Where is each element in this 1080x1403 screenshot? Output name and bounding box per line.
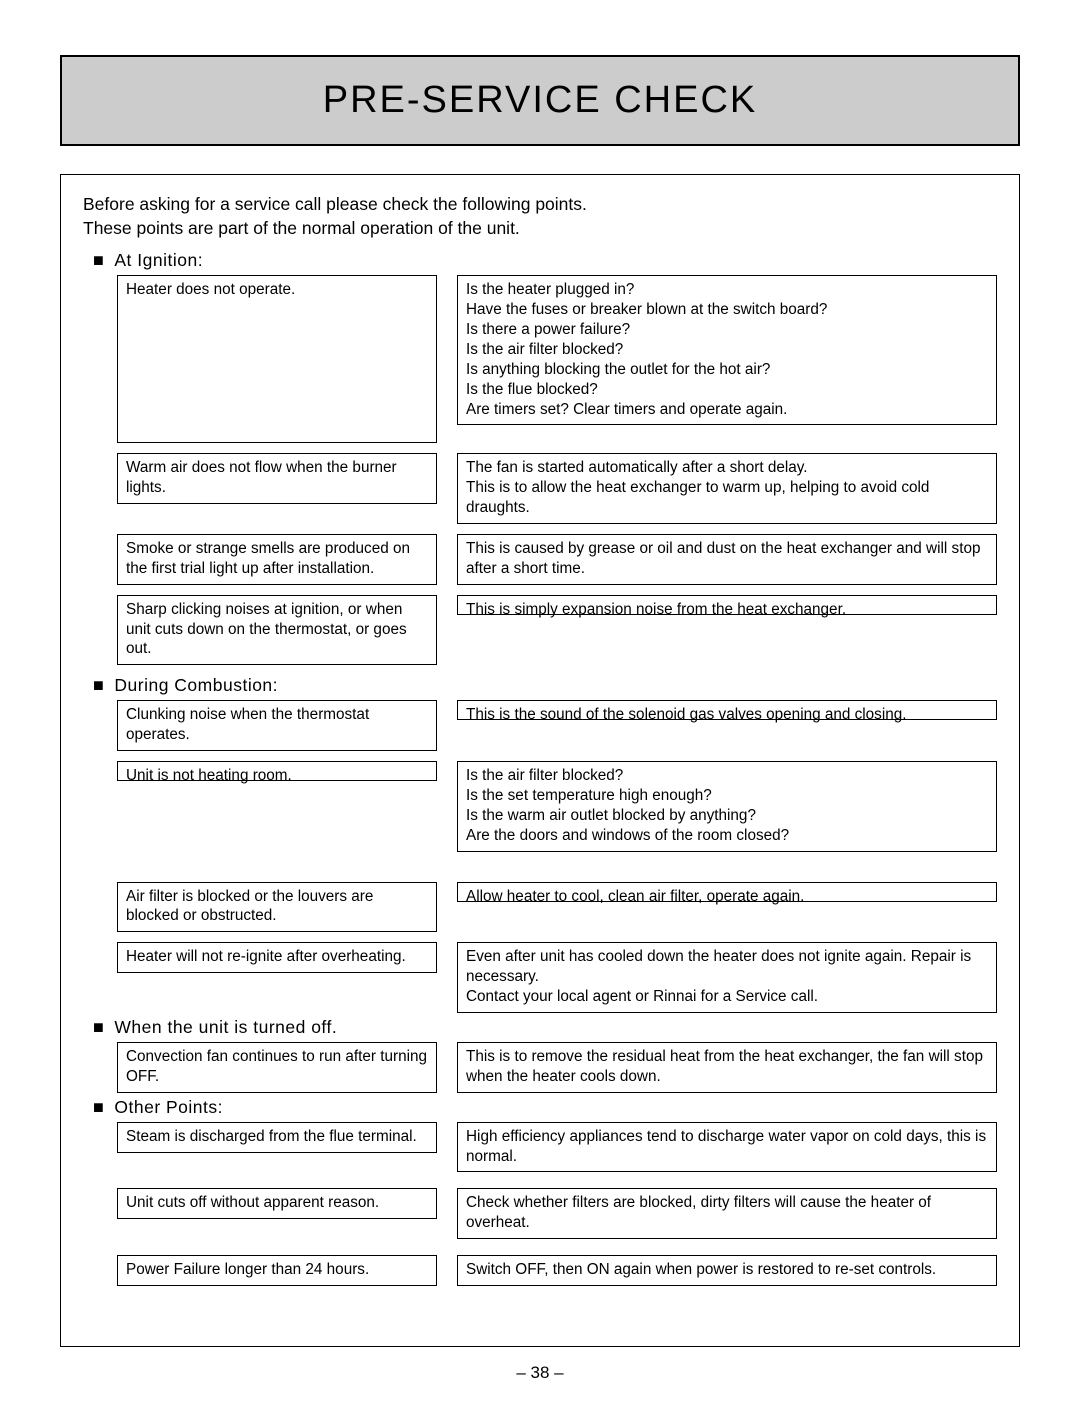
problem-cell: Warm air does not flow when the burner l… <box>117 453 437 504</box>
problem-cell: Convection fan continues to run after tu… <box>117 1042 437 1093</box>
check-row: Smoke or strange smells are produced on … <box>83 534 997 585</box>
page-root: PRE-SERVICE CHECK Before asking for a se… <box>0 0 1080 1403</box>
check-row: Air filter is blocked or the louvers are… <box>83 882 997 933</box>
answer-cell: This is caused by grease or oil and dust… <box>457 534 997 585</box>
check-row: Heater will not re-ignite after overheat… <box>83 942 997 1013</box>
answer-line: The fan is started automatically after a… <box>466 458 988 478</box>
section-heading-combustion: During Combustion: <box>117 675 997 696</box>
page-title: PRE-SERVICE CHECK <box>72 79 1008 122</box>
answer-line: This is to allow the heat exchanger to w… <box>466 478 988 518</box>
check-row: Heater does not operate. Is the heater p… <box>83 275 997 443</box>
section-heading-other: Other Points: <box>117 1097 997 1118</box>
check-row: Clunking noise when the thermostat opera… <box>83 700 997 751</box>
intro-line-2: These points are part of the normal oper… <box>83 218 520 238</box>
answer-line: Is there a power failure? <box>466 320 988 340</box>
answer-line: Are the doors and windows of the room cl… <box>466 826 988 846</box>
answer-line: Is anything blocking the outlet for the … <box>466 360 988 380</box>
check-row: Sharp clicking noises at ignition, or wh… <box>83 595 997 666</box>
check-row: Warm air does not flow when the burner l… <box>83 453 997 524</box>
problem-cell: Heater will not re-ignite after overheat… <box>117 942 437 973</box>
answer-line: Have the fuses or breaker blown at the s… <box>466 300 988 320</box>
answer-cell: Is the air filter blocked? Is the set te… <box>457 761 997 852</box>
answer-line: Even after unit has cooled down the heat… <box>466 947 988 987</box>
answer-cell: High efficiency appliances tend to disch… <box>457 1122 997 1173</box>
spacer <box>83 862 997 882</box>
problem-cell: Clunking noise when the thermostat opera… <box>117 700 437 751</box>
check-row: Convection fan continues to run after tu… <box>83 1042 997 1093</box>
answer-cell: Check whether filters are blocked, dirty… <box>457 1188 997 1239</box>
answer-cell: This is the sound of the solenoid gas va… <box>457 700 997 720</box>
answer-line: Is the set temperature high enough? <box>466 786 988 806</box>
check-row: Steam is discharged from the flue termin… <box>83 1122 997 1173</box>
answer-cell: Switch OFF, then ON again when power is … <box>457 1255 997 1286</box>
answer-line: Are timers set? Clear timers and operate… <box>466 400 988 420</box>
check-row: Unit is not heating room. Is the air fil… <box>83 761 997 852</box>
problem-cell: Sharp clicking noises at ignition, or wh… <box>117 595 437 666</box>
answer-line: Is the air filter blocked? <box>466 340 988 360</box>
answer-cell: This is simply expansion noise from the … <box>457 595 997 615</box>
answer-line: Is the heater plugged in? <box>466 280 988 300</box>
problem-cell: Steam is discharged from the flue termin… <box>117 1122 437 1153</box>
answer-cell: The fan is started automatically after a… <box>457 453 997 524</box>
section-heading-ignition: At Ignition: <box>117 250 997 271</box>
section-heading-turned-off: When the unit is turned off. <box>117 1017 997 1038</box>
check-row: Power Failure longer than 24 hours. Swit… <box>83 1255 997 1286</box>
answer-cell: Even after unit has cooled down the heat… <box>457 942 997 1013</box>
problem-cell: Smoke or strange smells are produced on … <box>117 534 437 585</box>
intro-text: Before asking for a service call please … <box>83 193 997 240</box>
answer-line: Is the warm air outlet blocked by anythi… <box>466 806 988 826</box>
title-banner: PRE-SERVICE CHECK <box>60 55 1020 146</box>
answer-cell: Allow heater to cool, clean air filter, … <box>457 882 997 902</box>
page-number: – 38 – <box>60 1363 1020 1383</box>
check-row: Unit cuts off without apparent reason. C… <box>83 1188 997 1239</box>
answer-line: Contact your local agent or Rinnai for a… <box>466 987 988 1007</box>
answer-cell: This is to remove the residual heat from… <box>457 1042 997 1093</box>
problem-cell: Unit cuts off without apparent reason. <box>117 1188 437 1219</box>
answer-line: Is the air filter blocked? <box>466 766 988 786</box>
answer-line: Is the flue blocked? <box>466 380 988 400</box>
problem-cell: Heater does not operate. <box>117 275 437 443</box>
intro-line-1: Before asking for a service call please … <box>83 194 587 214</box>
content-frame: Before asking for a service call please … <box>60 174 1020 1347</box>
problem-cell: Power Failure longer than 24 hours. <box>117 1255 437 1286</box>
answer-cell: Is the heater plugged in? Have the fuses… <box>457 275 997 425</box>
problem-cell: Air filter is blocked or the louvers are… <box>117 882 437 933</box>
problem-cell: Unit is not heating room. <box>117 761 437 781</box>
